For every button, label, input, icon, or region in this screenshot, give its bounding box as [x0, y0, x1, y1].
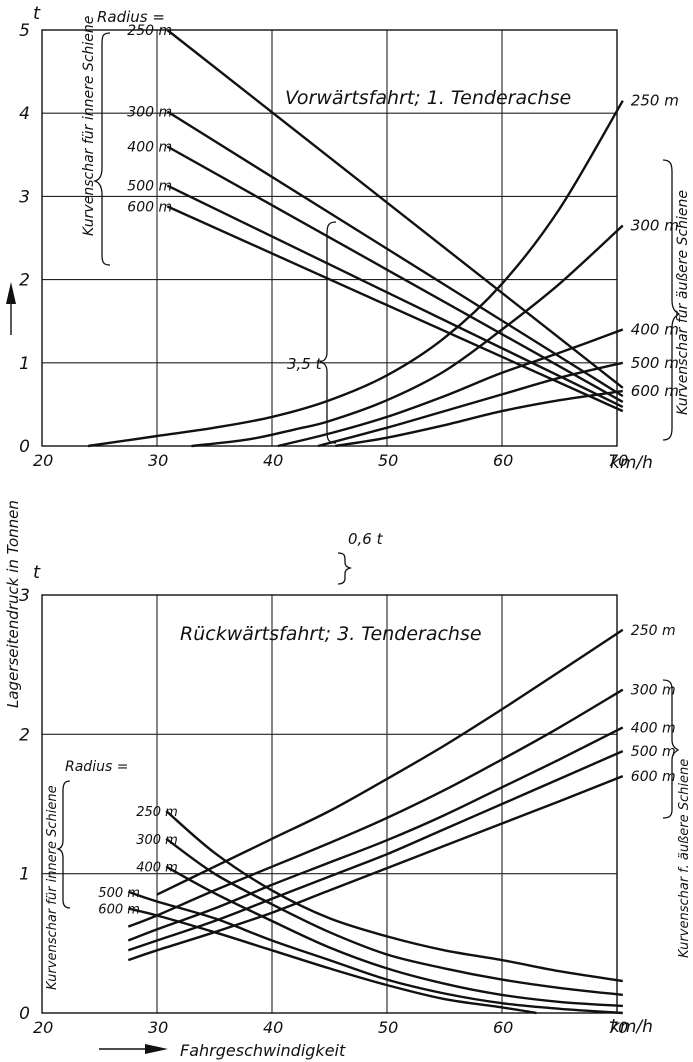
top-y-tick-3: 3	[19, 187, 30, 207]
bot-outer-curve-250m	[156, 628, 624, 896]
annotation-0-6t: 0,6 t	[348, 530, 384, 548]
bottom-x-unit: km/h	[610, 1017, 653, 1037]
top-outer-label-300m: 300 m	[631, 217, 679, 235]
bot-inner-label-500m: 500 m	[98, 886, 140, 901]
top-plot-frame	[41, 29, 618, 447]
bottom-y-unit: t	[33, 562, 41, 583]
bot-outer-curve-300m	[127, 688, 624, 928]
top-x-unit: km/h	[610, 453, 653, 473]
bot-inner-curve-250m	[165, 810, 623, 983]
top-inner-label-400m: 400 m	[127, 140, 172, 156]
bottom-series-labels: 250 m 300 m 400 m 500 m 600 m 250 m 300 m 400 m…	[98, 623, 675, 918]
top-inner-label-250m: 250 m	[127, 23, 172, 39]
bot-y-tick-0: 0	[19, 1004, 30, 1024]
top-y-tick-1: 1	[19, 354, 30, 374]
bot-inner-curve-300m	[165, 837, 623, 997]
top-outer-group-brace	[662, 159, 681, 441]
bot-inner-label-400m: 400 m	[136, 861, 178, 876]
top-outer-curve-400m	[277, 328, 624, 448]
bottom-plot-frame	[41, 594, 618, 1014]
bot-inner-curve-600m	[128, 907, 537, 1015]
bot-x-tick-20: 20	[33, 1018, 53, 1037]
bottom-inner-group-brace	[55, 780, 71, 909]
bot-outer-curve-500m	[127, 749, 624, 952]
top-x-tick-20: 20	[33, 451, 53, 470]
top-inner-curve-500m	[166, 184, 624, 408]
top-chart-title: Vorwärtsfahrt; 1. Tenderachse	[285, 87, 571, 109]
bot-inner-curve-500m	[127, 890, 623, 1015]
top-outer-curve-500m	[317, 361, 624, 448]
top-inner-curve-600m	[166, 205, 624, 413]
top-y-unit: t	[33, 3, 41, 24]
y-axis-label: Lagerseitendruck in Tonnen	[4, 500, 22, 708]
top-outer-curve-600m	[335, 389, 623, 448]
bottom-curves	[127, 628, 624, 1015]
top-outer-label-500m: 500 m	[631, 354, 679, 372]
bot-y-tick-2: 2	[19, 725, 30, 745]
bot-outer-label-500m: 500 m	[631, 744, 676, 760]
bot-inner-label-300m: 300 m	[136, 833, 178, 848]
bot-outer-label-250m: 250 m	[631, 623, 676, 639]
top-outer-group-label: Kurvenschar für äußere Schiene	[675, 190, 691, 415]
bottom-chart: 20 30 40 50 60 70 0 1 2 3 250 m 300 m 400 m 500 m 600…	[19, 562, 692, 1037]
top-x-tick-30: 30	[148, 451, 168, 470]
top-chart: 20 30 40 50 60 70 0 1 2 3 4 5 250 m 300 m 400 m 500 m 6…	[19, 3, 691, 585]
top-outer-label-600m: 600 m	[631, 382, 679, 400]
top-x-tick-60: 60	[493, 451, 513, 470]
bot-inner-label-600m: 600 m	[98, 903, 140, 918]
bottom-outer-group-label: Kurvenschar f. äußere Schiene	[677, 759, 692, 958]
top-outer-curve-250m	[87, 100, 624, 448]
top-outer-curve-300m	[191, 224, 624, 448]
top-radius-header: Radius =	[97, 8, 165, 26]
top-inner-label-300m: 300 m	[127, 105, 172, 121]
top-outer-label-250m: 250 m	[631, 92, 679, 110]
x-axis-label: Fahrgeschwindigkeit	[180, 1041, 346, 1060]
bot-y-tick-1: 1	[19, 865, 30, 885]
top-curves	[87, 29, 624, 448]
bot-x-tick-50: 50	[378, 1018, 398, 1037]
bot-outer-label-400m: 400 m	[631, 720, 676, 736]
top-inner-curve-250m	[166, 29, 624, 389]
bot-x-tick-70: 70	[608, 1018, 628, 1037]
bot-inner-curve-400m	[165, 865, 623, 1008]
top-y-tick-5: 5	[19, 21, 30, 41]
top-inner-curve-400m	[166, 145, 624, 403]
top-x-tick-50: 50	[378, 451, 398, 470]
top-outer-label-400m: 400 m	[631, 321, 679, 339]
annotation-3-5t: 3,5 t	[287, 355, 323, 373]
top-y-tick-2: 2	[19, 271, 30, 291]
bottom-outer-group-brace	[662, 679, 680, 819]
top-x-tick-40: 40	[263, 451, 283, 470]
bot-outer-label-600m: 600 m	[631, 769, 676, 785]
bot-x-tick-60: 60	[493, 1018, 513, 1037]
bottom-tick-labels: 20 30 40 50 60 70 0 1 2 3	[19, 586, 628, 1037]
top-inner-label-600m: 600 m	[127, 199, 172, 215]
top-inner-group-brace	[92, 32, 111, 266]
bottom-radius-header: Radius =	[65, 759, 128, 775]
top-tick-labels: 20 30 40 50 60 70 0 1 2 3 4 5	[19, 21, 628, 470]
bot-outer-curve-400m	[127, 726, 624, 942]
bot-inner-label-250m: 250 m	[136, 805, 178, 820]
top-y-tick-0: 0	[19, 437, 30, 457]
bot-x-tick-30: 30	[148, 1018, 168, 1037]
top-inner-label-500m: 500 m	[127, 179, 172, 195]
bot-x-tick-40: 40	[263, 1018, 283, 1037]
y-axis-arrow	[6, 282, 16, 335]
top-inner-curve-300m	[166, 110, 624, 398]
bot-y-tick-3: 3	[19, 586, 30, 606]
bottom-grid	[42, 595, 617, 1013]
top-y-tick-4: 4	[19, 104, 30, 124]
annotation-brace-0-6t	[337, 552, 353, 585]
annotation-brace-3-5t	[319, 221, 337, 444]
bot-outer-label-300m: 300 m	[631, 683, 676, 699]
bottom-inner-group-label: Kurvenschar für innere Schiene	[45, 785, 60, 990]
top-series-labels: 250 m 300 m 400 m 500 m 600 m 250 m 300 m 400 m…	[127, 23, 679, 400]
top-x-tick-70: 70	[608, 451, 628, 470]
bot-outer-curve-600m	[127, 774, 624, 962]
x-axis-arrow	[99, 1044, 168, 1054]
bottom-chart-title: Rückwärtsfahrt; 3. Tenderachse	[180, 623, 482, 645]
top-inner-group-label: Kurvenschar für innere Schiene	[81, 16, 97, 236]
